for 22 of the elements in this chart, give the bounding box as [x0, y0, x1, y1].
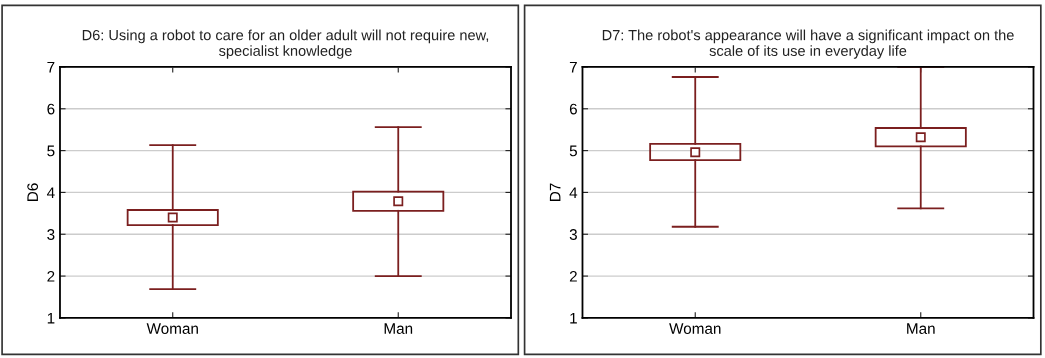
y-tick-label: 5 — [47, 145, 55, 157]
y-tick-label: 6 — [569, 103, 577, 115]
x-tick-label: Woman — [146, 323, 198, 334]
chart-title: D7: The robot's appearance will have a significant impact on the scale of its use in everyday life — [602, 29, 1014, 59]
y-tick-label: 2 — [47, 270, 55, 282]
y-tick-label: 7 — [47, 61, 55, 73]
y-tick-label: 5 — [569, 145, 577, 157]
y-tick-label: 4 — [569, 187, 578, 198]
y-tick-label: 3 — [47, 229, 55, 240]
y-axis-title: D6 — [27, 183, 39, 201]
x-tick-label: Man — [384, 323, 413, 334]
y-tick-label: 7 — [569, 61, 577, 73]
y-tick-label: 4 — [46, 187, 55, 198]
y-tick-label: 3 — [569, 229, 577, 240]
y-tick-label: 6 — [47, 103, 55, 115]
y-tick-label: 2 — [569, 270, 577, 282]
chart-title: D6: Using a robot to care for an older adult will not require new, specialist knowledge — [82, 29, 489, 59]
x-tick-label: Man — [907, 323, 935, 334]
y-tick-label: 1 — [47, 312, 55, 324]
x-tick-label: Woman — [669, 323, 721, 334]
y-tick-label: 1 — [570, 312, 577, 324]
y-axis-title: D7 — [549, 183, 561, 201]
